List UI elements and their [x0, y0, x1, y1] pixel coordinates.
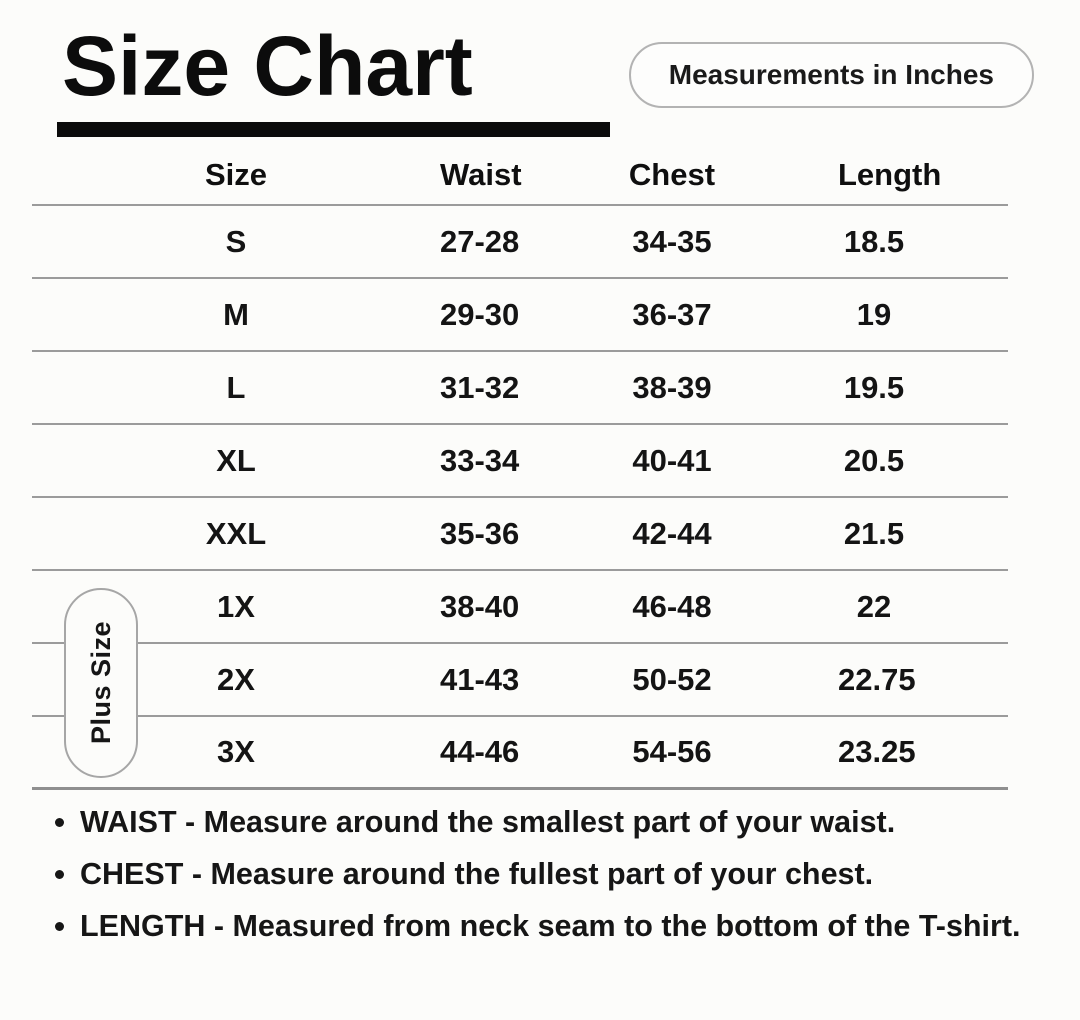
cell-size: 2X — [217, 661, 255, 697]
cell-length: 20.5 — [843, 442, 905, 478]
cell-size: 1X — [217, 588, 255, 624]
cell-length: 22.75 — [838, 661, 916, 697]
table-row-l: L 31-32 38-39 19.5 — [32, 352, 1008, 425]
cell-chest: 36-37 — [632, 296, 712, 332]
page-title: Size Chart — [62, 19, 473, 113]
measurement-notes: WAIST - Measure around the smallest part… — [44, 796, 1046, 952]
cell-size: L — [226, 369, 246, 405]
cell-waist: 33-34 — [440, 442, 520, 478]
cell-waist: 35-36 — [440, 515, 520, 551]
notes-list: WAIST - Measure around the smallest part… — [44, 796, 1046, 952]
cell-chest: 46-48 — [632, 588, 712, 624]
cell-size: XL — [216, 442, 256, 478]
column-header-chest: Chest — [628, 157, 716, 192]
cell-waist: 44-46 — [440, 734, 520, 769]
cell-size: 3X — [217, 734, 255, 769]
cell-chest: 42-44 — [632, 515, 712, 551]
table-row-2x: 2X 41-43 50-52 22.75 — [32, 644, 1008, 717]
cell-chest: 34-35 — [632, 223, 712, 259]
note-waist: WAIST - Measure around the smallest part… — [80, 796, 1046, 848]
cell-chest: 38-39 — [632, 369, 712, 405]
cell-waist: 27-28 — [440, 223, 520, 259]
units-badge-label: Measurements in Inches — [668, 59, 994, 90]
table-row-xl: XL 33-34 40-41 20.5 — [32, 425, 1008, 498]
table-row-1x: 1X 38-40 46-48 22 — [32, 571, 1008, 644]
cell-length: 21.5 — [843, 515, 905, 551]
column-header-waist: Waist — [440, 157, 522, 192]
column-header-size: Size — [204, 157, 268, 192]
table-row-s: S 27-28 34-35 18.5 — [32, 206, 1008, 279]
cell-chest: 40-41 — [632, 442, 712, 478]
cell-waist: 41-43 — [440, 661, 520, 697]
table-row-xxl: XXL 35-36 42-44 21.5 — [32, 498, 1008, 571]
note-chest: CHEST - Measure around the fullest part … — [80, 848, 1046, 900]
cell-chest: 50-52 — [632, 661, 712, 697]
cell-length: 19 — [856, 296, 892, 332]
table-header-row: Size Waist Chest Length — [32, 146, 1008, 206]
cell-length: 23.25 — [838, 734, 916, 769]
cell-size: S — [225, 223, 247, 259]
cell-chest: 54-56 — [632, 734, 712, 769]
table-row-3x: 3X 44-46 54-56 23.25 — [32, 717, 1008, 790]
cell-size: XXL — [205, 515, 267, 551]
cell-length: 22 — [856, 588, 892, 624]
table-row-m: M 29-30 36-37 19 — [32, 279, 1008, 352]
column-header-length: Length — [838, 157, 942, 192]
cell-length: 19.5 — [843, 369, 905, 405]
note-length: LENGTH - Measured from neck seam to the … — [80, 900, 1046, 952]
cell-waist: 31-32 — [440, 369, 520, 405]
cell-size: M — [223, 296, 249, 332]
units-badge: Measurements in Inches — [628, 42, 1034, 108]
title-underline-bar — [57, 122, 610, 137]
cell-waist: 38-40 — [440, 588, 520, 624]
size-table: Size Waist Chest Length S 27-28 34-35 18… — [32, 146, 1008, 790]
plus-size-group-label: Plus Size — [85, 621, 116, 745]
cell-length: 18.5 — [843, 223, 905, 259]
plus-size-group-pill: Plus Size — [64, 588, 138, 778]
cell-waist: 29-30 — [440, 296, 520, 332]
